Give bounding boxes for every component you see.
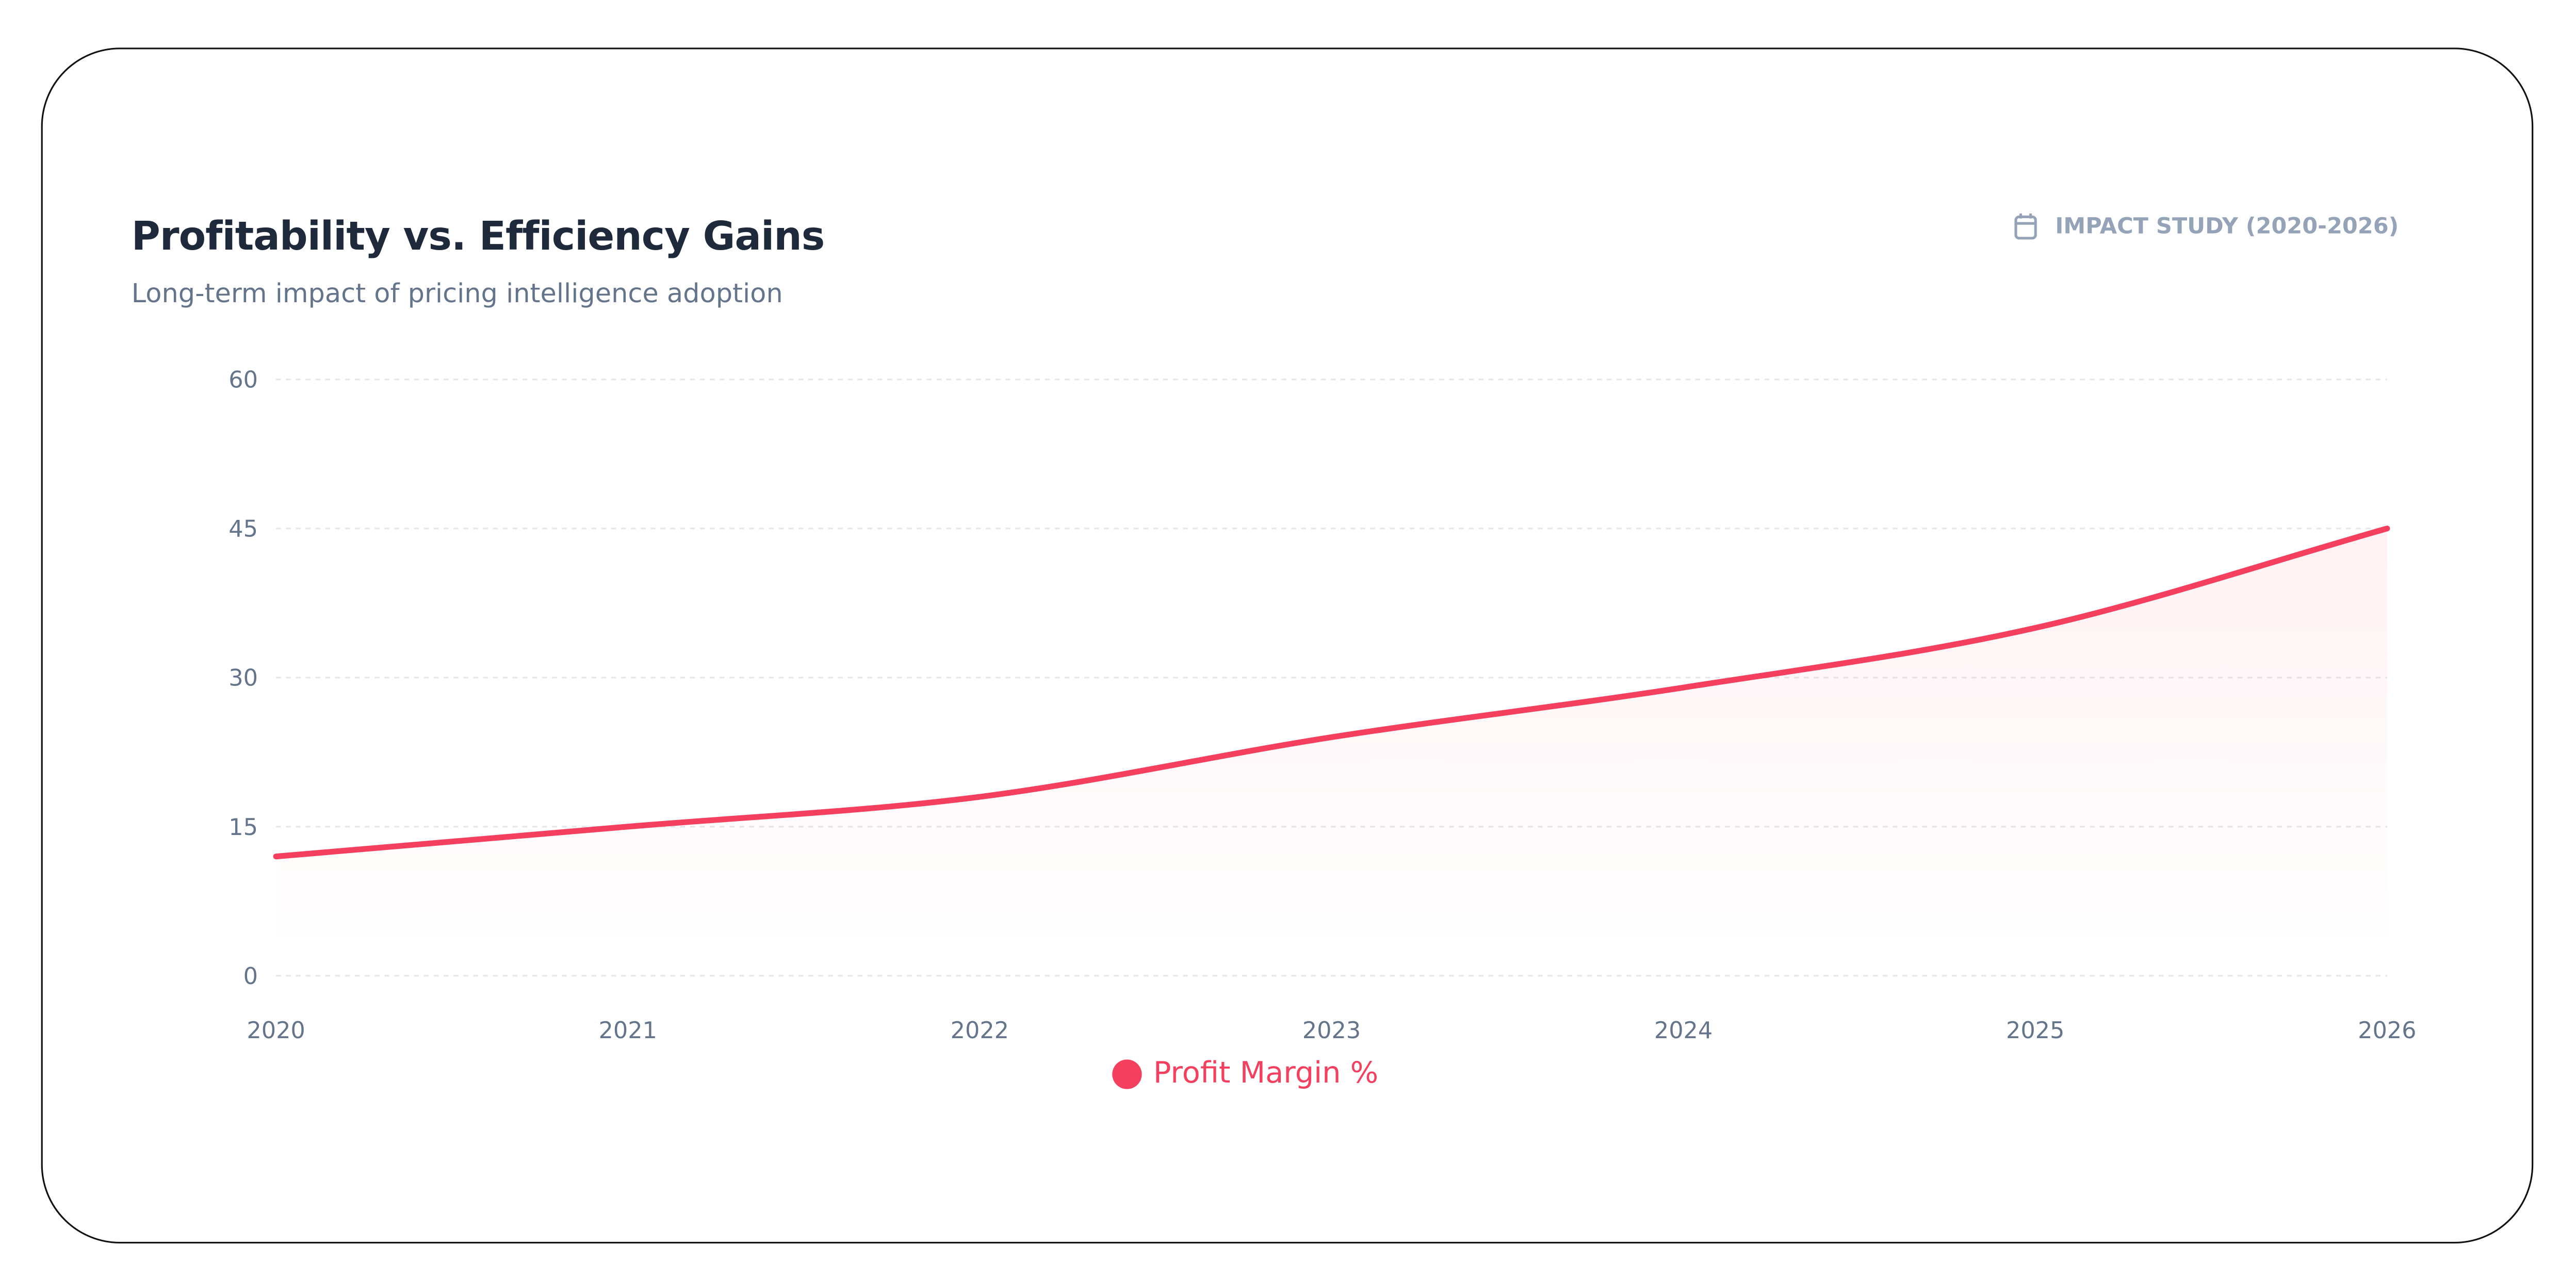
calendar-icon	[2014, 214, 2037, 240]
x-tick-label: 2020	[247, 1017, 305, 1044]
y-tick-label: 60	[229, 367, 258, 394]
x-tick-label: 2021	[598, 1017, 657, 1044]
chart-title: Profitability vs. Efficiency Gains	[131, 214, 825, 260]
x-tick-label: 2024	[1654, 1017, 1713, 1044]
x-tick-label: 2022	[951, 1017, 1009, 1044]
legend-label: Profit Margin %	[1153, 1056, 1379, 1091]
impact-study-badge: IMPACT STUDY (2020-2026)	[2013, 212, 2399, 241]
y-tick-label: 45	[229, 516, 258, 543]
legend-swatch	[1112, 1058, 1142, 1089]
chart-subtitle: Long-term impact of pricing intelligence…	[131, 277, 783, 309]
badge-label: IMPACT STUDY (2020-2026)	[2055, 214, 2399, 240]
x-tick-label: 2026	[2358, 1017, 2416, 1044]
legend-item-profit-margin[interactable]: Profit Margin %	[1112, 1056, 1378, 1091]
series-line-profit-margin	[273, 526, 2390, 860]
y-tick-label: 0	[243, 963, 258, 990]
x-tick-label: 2023	[1302, 1017, 1361, 1044]
y-tick-label: 15	[229, 814, 258, 841]
series-area-profit-margin	[276, 528, 2387, 937]
x-tick-label: 2025	[2006, 1017, 2064, 1044]
y-tick-label: 30	[229, 665, 258, 692]
